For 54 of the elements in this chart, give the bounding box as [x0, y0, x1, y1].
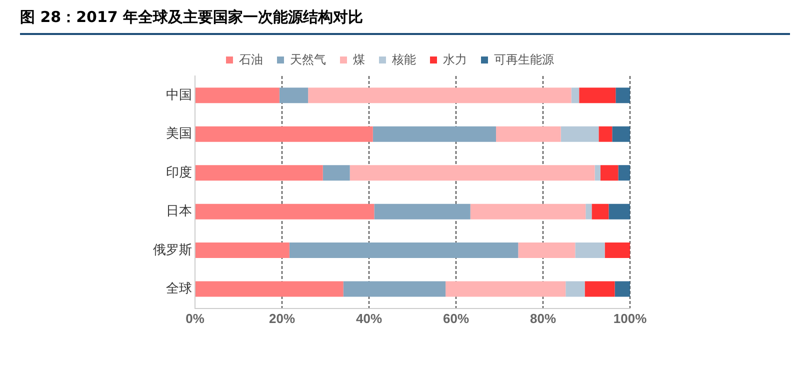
bar — [196, 88, 280, 104]
bar — [566, 281, 585, 297]
bar — [470, 204, 586, 220]
bar — [322, 165, 350, 181]
bar — [579, 88, 616, 104]
bar — [496, 126, 561, 142]
y-tick-label: 印度 — [166, 164, 192, 180]
bar — [343, 281, 446, 297]
bar — [604, 242, 630, 258]
bar — [616, 88, 630, 104]
bar — [279, 88, 308, 104]
x-tick-label: 0% — [186, 310, 205, 326]
bar — [560, 126, 599, 142]
bar — [374, 204, 470, 220]
bar — [350, 165, 595, 181]
legend-label: 核能 — [391, 52, 416, 66]
bar — [289, 242, 518, 258]
legend-label: 可再生能源 — [494, 52, 554, 66]
bar — [308, 88, 572, 104]
y-tick-label: 俄罗斯 — [153, 242, 192, 257]
y-tick-label: 美国 — [166, 126, 192, 141]
bar — [196, 281, 344, 297]
x-tick-label: 60% — [442, 310, 470, 326]
y-tick-label: 中国 — [166, 86, 192, 102]
x-tick-label: 40% — [356, 310, 382, 326]
bar — [196, 242, 290, 258]
x-tick-label: 20% — [268, 310, 296, 326]
bar — [618, 165, 630, 181]
legend-label: 天然气 — [290, 52, 326, 66]
legend-label: 石油 — [239, 52, 263, 66]
bar — [196, 126, 373, 142]
bar — [575, 242, 605, 258]
y-tick-label: 全球 — [166, 280, 192, 296]
legend-label: 煤 — [353, 52, 365, 66]
x-tick-label: 100% — [613, 310, 648, 326]
bar — [598, 126, 612, 142]
bar — [196, 165, 323, 181]
y-tick-label: 日本 — [166, 203, 192, 218]
bar — [196, 204, 374, 220]
bar — [584, 281, 615, 297]
legend-label: 水力 — [443, 52, 467, 66]
bar — [446, 281, 566, 297]
bar — [571, 88, 580, 104]
x-tick-label: 80% — [530, 310, 556, 326]
bar — [592, 204, 609, 220]
bar — [612, 126, 630, 142]
bar — [372, 126, 496, 142]
bar — [594, 165, 600, 181]
bar — [600, 165, 618, 181]
bar — [586, 204, 592, 220]
bar — [608, 204, 630, 220]
chart-title: 图 28：2017 年全球及主要国家一次能源结构对比 — [20, 8, 790, 35]
bar — [614, 281, 630, 297]
bar — [518, 242, 576, 258]
